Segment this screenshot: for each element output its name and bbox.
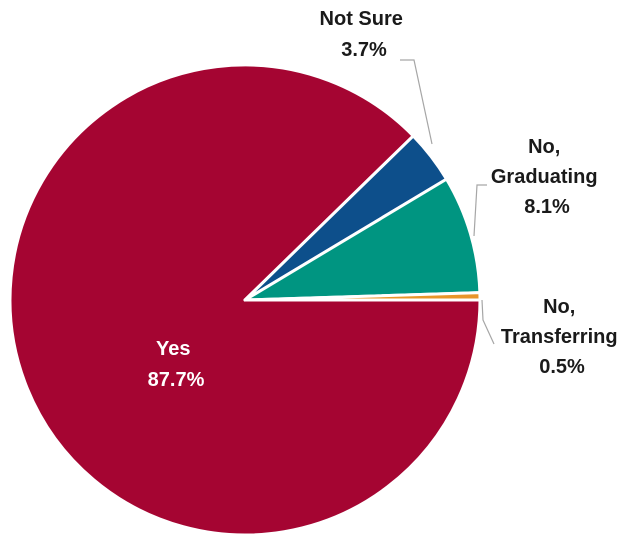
slice-graduating <box>243 177 482 302</box>
slice-label-graduating-value: 8.1% <box>524 196 570 218</box>
leader-line-not-sure <box>400 59 433 145</box>
slice-label-graduating-line1: No, <box>528 136 560 158</box>
slice-label-not-sure-value: 3.7% <box>341 39 387 61</box>
leader-lines <box>400 59 495 345</box>
slice-label-transferring-value: 0.5% <box>539 356 585 378</box>
slice-label-yes-name: Yes <box>156 338 190 360</box>
slice-transferring <box>243 291 482 302</box>
leader-line-graduating <box>473 184 487 237</box>
leader-line-transferring <box>481 299 495 345</box>
slice-label-not-sure: Not Sure 3.7% <box>320 8 409 61</box>
slice-label-transferring: No, Transferring 0.5% <box>501 296 623 378</box>
pie-slices <box>8 63 482 537</box>
slice-label-not-sure-name: Not Sure <box>320 8 403 30</box>
slice-label-yes-value: 87.7% <box>148 369 205 391</box>
slice-label-graduating: No, Graduating 8.1% <box>491 136 603 218</box>
slice-label-yes: Yes 87.7% <box>148 338 205 391</box>
slice-label-transferring-line1: No, <box>543 296 575 318</box>
slice-label-transferring-line2: Transferring <box>501 326 618 348</box>
slice-label-graduating-line2: Graduating <box>491 166 598 188</box>
